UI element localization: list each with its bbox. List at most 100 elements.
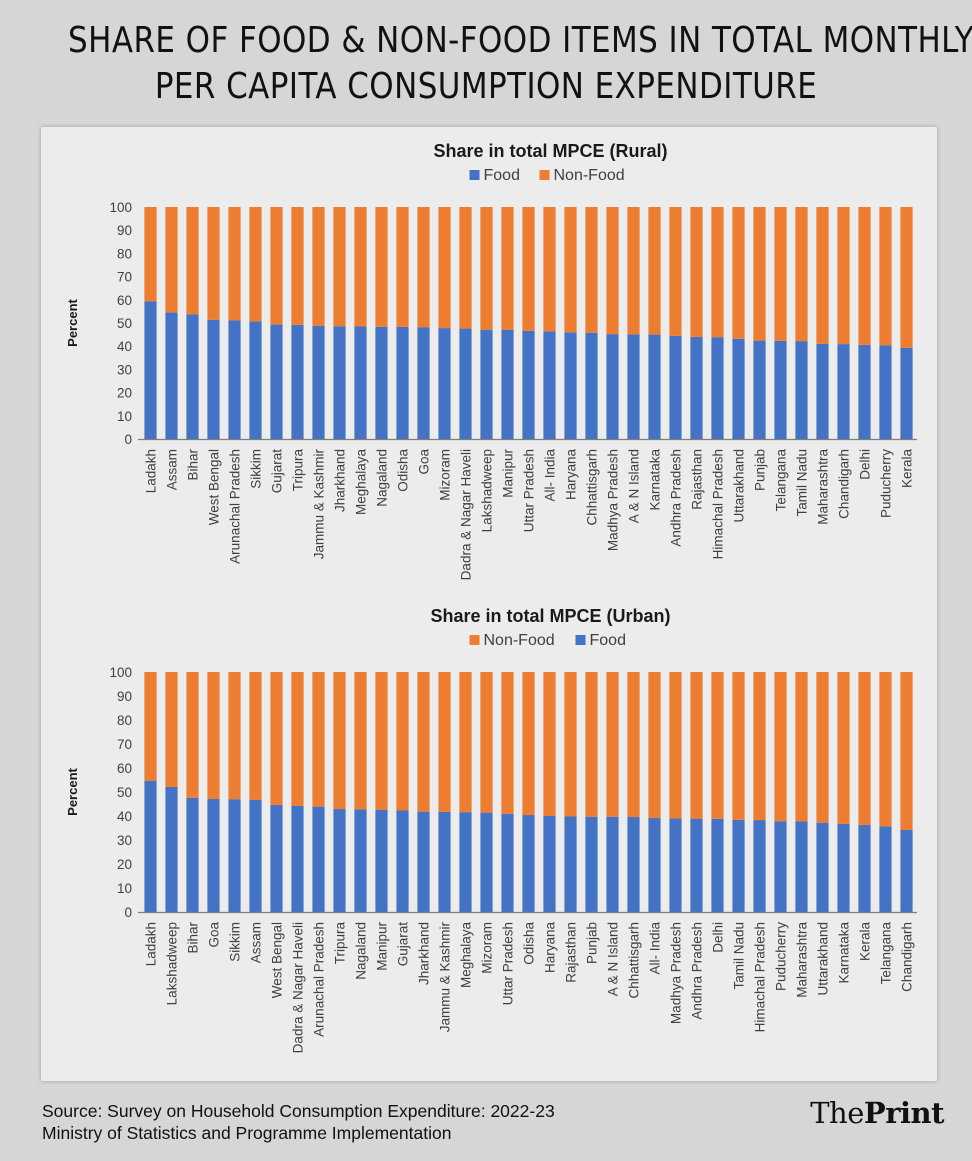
urban-bar-nonfood-lakshadweep	[165, 672, 178, 787]
urban-xtick-uttarakhand: Uttarakhand	[816, 922, 831, 996]
urban-ytick-60: 60	[117, 761, 132, 776]
rural-xtick-mizoram: Mizoram	[438, 449, 453, 501]
rural-xtick-chandigarh: Chandigarh	[837, 449, 852, 519]
urban-bar-food-chandigarh	[900, 829, 913, 912]
main-title-line-1: SHARE OF FOOD & NON-FOOD ITEMS IN TOTAL …	[68, 20, 972, 61]
rural-ytick-50: 50	[117, 316, 132, 331]
rural-xtick-dadra-and-nagar-haveli: Dadra & Nagar Haveli	[459, 449, 474, 580]
urban-bar-nonfood-a-and-n-island	[606, 672, 619, 817]
rural-chart: Share in total MPCE (Rural) Food Non-Food 0…	[65, 141, 917, 580]
rural-bar-food-gujarat	[270, 324, 283, 439]
urban-xtick-himachal-pradesh: Himachal Pradesh	[753, 922, 768, 1032]
rural-bar-food-puducherry	[879, 345, 892, 439]
rural-xtick-bihar: Bihar	[186, 448, 201, 480]
urban-bar-food-gujarat	[396, 810, 409, 912]
urban-xtick-rajasthan: Rajasthan	[564, 922, 579, 983]
urban-bar-nonfood-himachal-pradesh	[753, 672, 766, 821]
rural-ylabel: Percent	[65, 298, 80, 346]
rural-chart-title: Share in total MPCE (Rural)	[433, 141, 667, 161]
urban-xtick-chandigarh: Chandigarh	[900, 922, 915, 992]
urban-xtick-bihar: Bihar	[186, 921, 201, 953]
urban-bar-food-uttar-pradesh	[501, 813, 514, 912]
urban-bar-food-meghalaya	[459, 812, 472, 912]
rural-bar-food-madhya-pradesh	[606, 334, 619, 439]
rural-xtick-assam: Assam	[165, 449, 180, 490]
rural-bar-food-jammu-and-kashmir	[312, 325, 325, 439]
urban-bar-food-assam	[249, 799, 262, 912]
rural-bar-nonfood-jharkhand	[333, 207, 346, 327]
urban-bar-nonfood-madhya-pradesh	[669, 672, 682, 819]
rural-bar-nonfood-haryana	[564, 207, 577, 333]
urban-xtick-ladakh: Ladakh	[144, 922, 159, 966]
urban-bar-food-kerala	[858, 824, 871, 912]
rural-bar-food-dadra-and-nagar-haveli	[459, 328, 472, 439]
urban-bar-food-rajasthan	[564, 816, 577, 912]
rural-bar-food-delhi	[858, 344, 871, 439]
urban-xtick-dadra-and-nagar-haveli: Dadra & Nagar Haveli	[291, 922, 306, 1053]
brand-logo-part-1: The	[810, 1096, 864, 1130]
rural-bar-nonfood-all-india	[543, 207, 556, 332]
urban-xtick-arunachal-pradesh: Arunachal Pradesh	[312, 922, 327, 1037]
rural-xtick-chhattisgarh: Chhattisgarh	[585, 449, 600, 526]
urban-bar-nonfood-bihar	[186, 672, 199, 798]
urban-legend-label-non-food: Non-Food	[484, 632, 555, 649]
rural-bar-nonfood-gujarat	[270, 207, 283, 325]
rural-xtick-puducherry: Puducherry	[879, 449, 894, 518]
rural-bar-food-arunachal-pradesh	[228, 320, 241, 439]
rural-xtick-a-and-n-island: A & N Island	[627, 449, 642, 523]
rural-bar-food-uttar-pradesh	[522, 330, 535, 439]
urban-bar-nonfood-odisha	[522, 672, 535, 816]
rural-ytick-20: 20	[117, 386, 132, 401]
urban-bar-food-dadra-and-nagar-haveli	[291, 805, 304, 912]
rural-ytick-0: 0	[124, 432, 132, 447]
rural-bar-nonfood-odisha	[396, 207, 409, 327]
urban-xtick-haryana: Haryana	[543, 922, 558, 974]
urban-bar-food-ladakh	[144, 780, 157, 912]
rural-xtick-delhi: Delhi	[858, 449, 873, 480]
rural-ytick-100: 100	[109, 200, 132, 215]
urban-ytick-70: 70	[117, 737, 132, 752]
urban-bar-food-goa	[207, 798, 220, 912]
rural-xtick-manipur: Manipur	[501, 449, 516, 498]
urban-bar-food-chhattisgarh	[627, 816, 640, 912]
urban-xtick-andhra-pradesh: Andhra Pradesh	[690, 922, 705, 1020]
rural-bar-food-bihar	[186, 314, 199, 439]
urban-bar-food-puducherry	[774, 821, 787, 912]
rural-ytick-10: 10	[117, 409, 132, 424]
rural-xtick-uttar-pradesh: Uttar Pradesh	[522, 449, 537, 532]
urban-bar-nonfood-meghalaya	[459, 672, 472, 813]
main-title-line-2: PER CAPITA CONSUMPTION EXPENDITURE	[154, 66, 818, 107]
rural-xtick-jammu-and-kashmir: Jammu & Kashmir	[312, 449, 327, 560]
urban-xtick-tripura: Tripura	[333, 922, 348, 965]
rural-xtick-telangana: Telangana	[774, 449, 789, 512]
rural-xtick-madhya-pradesh: Madhya Pradesh	[606, 449, 621, 551]
rural-bar-food-tamil-nadu	[795, 341, 808, 439]
rural-bar-nonfood-kerala	[900, 207, 913, 348]
rural-xtick-goa: Goa	[417, 449, 432, 475]
source-note: Source: Survey on Household Consumption …	[42, 1100, 555, 1144]
rural-bar-nonfood-jammu-and-kashmir	[312, 207, 325, 326]
charts-panel: Share in total MPCE (Rural) Food Non-Food 0…	[41, 127, 937, 1081]
urban-bar-nonfood-kerala	[858, 672, 871, 825]
rural-bar-nonfood-himachal-pradesh	[711, 207, 724, 338]
urban-xtick-kerala: Kerala	[858, 922, 873, 962]
urban-bar-food-delhi	[711, 818, 724, 912]
rural-bar-food-sikkim	[249, 321, 262, 439]
urban-xtick-west-bengal: West Bengal	[270, 922, 285, 998]
urban-bar-nonfood-puducherry	[774, 672, 787, 822]
urban-ytick-50: 50	[117, 785, 132, 800]
urban-bar-food-odisha	[522, 815, 535, 912]
urban-bar-nonfood-punjab	[585, 672, 598, 817]
urban-bar-food-maharashtra	[795, 821, 808, 912]
urban-xtick-gujarat: Gujarat	[396, 922, 411, 967]
urban-bar-food-west-bengal	[270, 804, 283, 912]
rural-bar-nonfood-karnataka	[648, 207, 661, 335]
rural-bar-nonfood-madhya-pradesh	[606, 207, 619, 335]
rural-xtick-gujarat: Gujarat	[270, 449, 285, 494]
urban-xtick-karnataka: Karnataka	[837, 922, 852, 984]
rural-bar-food-a-and-n-island	[627, 334, 640, 439]
rural-bar-food-himachal-pradesh	[711, 337, 724, 439]
urban-bar-food-lakshadweep	[165, 786, 178, 912]
urban-xtick-nagaland: Nagaland	[354, 922, 369, 980]
urban-bar-nonfood-rajasthan	[564, 672, 577, 817]
